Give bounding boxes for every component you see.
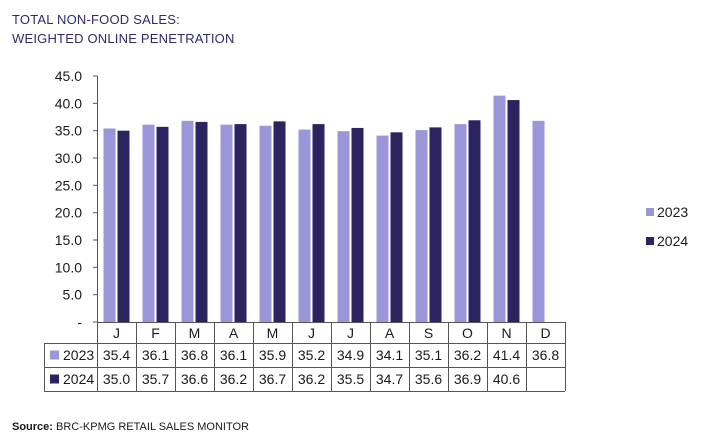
x-axis-label-5: J	[308, 325, 315, 341]
chart-title: TOTAL NON-FOOD SALES: WEIGHTED ONLINE PE…	[12, 10, 235, 48]
table-cell-2023-3: 36.1	[220, 347, 247, 363]
y-axis-tick-label: 35.0	[55, 123, 82, 139]
table-cell-2023-11: 36.8	[532, 347, 559, 363]
table-cell-2023-8: 35.1	[415, 347, 442, 363]
table-cell-2024-9: 36.9	[454, 371, 481, 387]
table-row-label-2023: 2023	[63, 347, 94, 363]
table-cell-2024-10: 40.6	[493, 371, 520, 387]
x-axis-label-4: M	[267, 325, 279, 341]
table-cell-2023-9: 36.2	[454, 347, 481, 363]
table-cell-2023-10: 41.4	[493, 347, 520, 363]
bar-2023-9	[454, 124, 467, 323]
bar-2023-4	[259, 125, 272, 322]
table-cell-2023-5: 35.2	[298, 347, 325, 363]
table-cell-2024-7: 34.7	[376, 371, 403, 387]
table-cell-2024-3: 36.2	[220, 371, 247, 387]
table-cell-2024-8: 35.6	[415, 371, 442, 387]
table-cell-2023-0: 35.4	[103, 347, 130, 363]
legend-swatch-2023	[646, 208, 654, 216]
y-axis-tick-label: 45.0	[55, 68, 82, 84]
bar-2024-9	[468, 120, 481, 322]
bar-2023-5	[298, 129, 311, 322]
x-axis-label-1: F	[151, 325, 160, 341]
bar-2024-7	[390, 132, 403, 322]
source-label: Source:	[12, 421, 53, 433]
source-text: BRC-KPMG RETAIL SALES MONITOR	[52, 421, 249, 433]
bar-2023-8	[415, 130, 428, 322]
x-axis-label-9: O	[462, 325, 473, 341]
table-cell-2024-2: 36.6	[181, 371, 208, 387]
legend-swatch-2024	[646, 237, 654, 245]
y-axis-tick-label: 30.0	[55, 150, 82, 166]
x-axis-label-6: J	[347, 325, 354, 341]
bar-2023-6	[337, 131, 350, 322]
bar-2024-6	[351, 127, 364, 322]
table-row-label-2024: 2024	[63, 371, 94, 387]
chart-title-line-2: WEIGHTED ONLINE PENETRATION	[12, 31, 235, 46]
bar-2024-1	[156, 126, 169, 322]
bar-2024-2	[195, 121, 208, 322]
bar-2024-5	[312, 124, 325, 323]
y-axis-tick-label: 25.0	[55, 177, 82, 193]
x-axis-label-10: N	[501, 325, 511, 341]
bar-2024-10	[507, 100, 520, 322]
y-axis-tick-label: 15.0	[55, 232, 82, 248]
table-cell-2023-4: 35.9	[259, 347, 286, 363]
bar-2023-10	[493, 95, 506, 323]
chart-title-line-1: TOTAL NON-FOOD SALES:	[12, 12, 180, 27]
bar-2023-2	[181, 120, 194, 323]
table-key-2024	[50, 374, 59, 384]
source-note: Source: BRC-KPMG RETAIL SALES MONITOR	[12, 421, 249, 433]
y-axis-tick-label: 20.0	[55, 205, 82, 221]
x-axis-label-3: A	[229, 325, 239, 341]
table-cell-2024-6: 35.5	[337, 371, 364, 387]
table-cell-2023-2: 36.8	[181, 347, 208, 363]
bar-2023-0	[103, 128, 116, 322]
table-cell-2023-6: 34.9	[337, 347, 364, 363]
bar-2024-0	[117, 130, 130, 322]
y-axis-tick-label: 5.0	[63, 287, 83, 303]
legend-label-2023: 2023	[657, 204, 688, 220]
x-axis-label-11: D	[540, 325, 550, 341]
table-cell-2024-1: 35.7	[142, 371, 169, 387]
y-axis-tick-label: 40.0	[55, 95, 82, 111]
bar-2023-3	[220, 124, 233, 322]
bar-2024-4	[273, 121, 286, 322]
bar-2023-7	[376, 135, 389, 322]
table-cell-2024-4: 36.7	[259, 371, 286, 387]
x-axis-label-2: M	[189, 325, 201, 341]
x-axis-label-8: S	[424, 325, 433, 341]
bar-2023-11	[532, 120, 545, 323]
table-key-2023	[50, 350, 59, 360]
table-cell-2024-0: 35.0	[103, 371, 130, 387]
y-axis-tick-label: 10.0	[55, 259, 82, 275]
y-axis-tick-label: -	[77, 314, 82, 330]
x-axis-label-0: J	[113, 325, 120, 341]
table-cell-2023-7: 34.1	[376, 347, 403, 363]
bar-2023-1	[142, 124, 155, 322]
bar-2024-3	[234, 124, 247, 323]
table-cell-2024-5: 36.2	[298, 371, 325, 387]
table-cell-2023-1: 36.1	[142, 347, 169, 363]
x-axis-label-7: A	[385, 325, 395, 341]
bar-2024-8	[429, 127, 442, 323]
legend-label-2024: 2024	[657, 233, 688, 249]
